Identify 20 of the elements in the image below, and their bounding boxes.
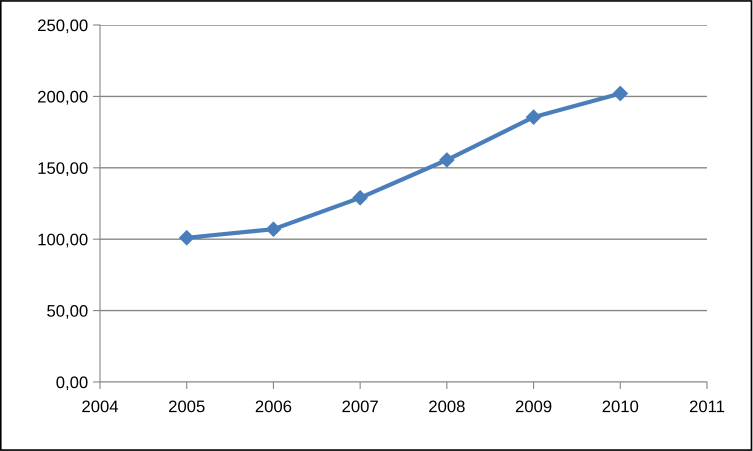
y-tick-label: 200,00 [38, 90, 88, 105]
x-tick-label: 2004 [82, 400, 118, 412]
point [352, 190, 368, 206]
point [526, 110, 542, 125]
x-tick-label: 2005 [169, 400, 205, 412]
x-tick-label: 2008 [429, 400, 465, 412]
y-tick-label: 250,00 [38, 19, 88, 34]
x-tick-label: 2011 [690, 400, 724, 412]
y-tick-label: 100,00 [38, 234, 88, 248]
point [612, 86, 628, 102]
x-tick-label: 2006 [256, 400, 292, 412]
point [439, 152, 454, 168]
x-tick-label: 2010 [602, 400, 638, 412]
point [179, 230, 194, 246]
point [266, 222, 281, 237]
x-tick-label: 2009 [516, 400, 552, 412]
x-tick-label: 2007 [342, 400, 378, 412]
y-tick-label: 0,00 [56, 376, 88, 390]
y-tick-label: 150,00 [38, 162, 88, 176]
y-tick-label: 50,00 [47, 305, 88, 319]
